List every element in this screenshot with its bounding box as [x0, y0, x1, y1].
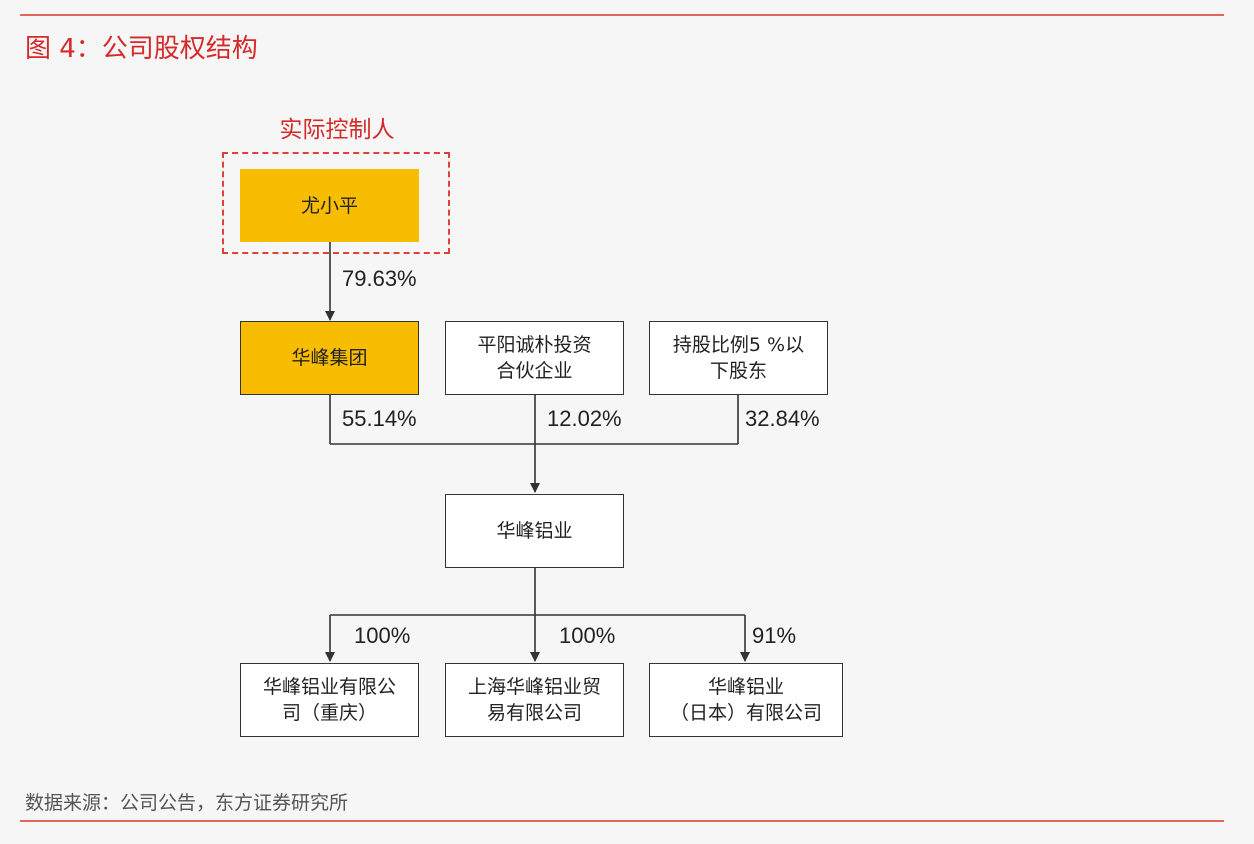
- node-chongqing-subsidiary-line-2: 司（重庆）: [281, 702, 377, 724]
- node-shanghai-subsidiary-line-2: 易有限公司: [486, 702, 582, 724]
- node-japan-subsidiary-line-2: （日本）有限公司: [669, 702, 822, 724]
- node-chongqing-subsidiary: 华峰铝业有限公 司（重庆）: [240, 663, 419, 737]
- node-japan-subsidiary-line-1: 华峰铝业: [707, 676, 784, 698]
- stake-pingyang-to-aluminum: 12.02%: [547, 406, 622, 431]
- stake-group-to-aluminum: 55.14%: [342, 406, 417, 431]
- node-pingyang-partnership: 平阳诚朴投资 合伙企业: [445, 321, 624, 395]
- stake-aluminum-to-shanghai: 100%: [559, 623, 616, 648]
- node-huafeng-aluminum: 华峰铝业: [445, 494, 624, 568]
- node-chongqing-subsidiary-line-1: 华峰铝业有限公: [262, 676, 396, 698]
- node-shanghai-subsidiary-line-1: 上海华峰铝业贸: [467, 676, 601, 698]
- node-huafeng-aluminum-label: 华峰铝业: [496, 520, 573, 542]
- node-japan-subsidiary: 华峰铝业 （日本）有限公司: [649, 663, 843, 737]
- figure-title: 图 4：公司股权结构: [25, 34, 258, 64]
- actual-controller-label: 实际控制人: [279, 117, 395, 143]
- node-you-xiaoping-label: 尤小平: [300, 194, 358, 217]
- node-you-xiaoping: 尤小平: [240, 169, 419, 242]
- node-under-5pct-holders: 持股比例5 %以 下股东: [649, 321, 828, 395]
- actual-controller-frame: [222, 152, 450, 254]
- bottom-rule: [20, 820, 1224, 822]
- top-rule: [20, 14, 1224, 16]
- node-pingyang-partnership-line-1: 平阳诚朴投资: [477, 334, 592, 356]
- node-huafeng-group-label: 华峰集团: [291, 347, 368, 369]
- stake-aluminum-to-japan: 91%: [752, 623, 797, 648]
- data-source-note: 数据来源：公司公告，东方证券研究所: [25, 792, 349, 814]
- stake-others-to-aluminum: 32.84%: [745, 406, 820, 431]
- node-huafeng-group: 华峰集团: [240, 321, 419, 395]
- stake-aluminum-to-chongqing: 100%: [354, 623, 411, 648]
- node-under-5pct-holders-line-1: 持股比例5 %以: [672, 334, 805, 356]
- stake-you-to-group: 79.63%: [342, 266, 417, 291]
- node-pingyang-partnership-line-2: 合伙企业: [496, 360, 573, 382]
- node-shanghai-subsidiary: 上海华峰铝业贸 易有限公司: [445, 663, 624, 737]
- node-under-5pct-holders-line-2: 下股东: [709, 360, 767, 382]
